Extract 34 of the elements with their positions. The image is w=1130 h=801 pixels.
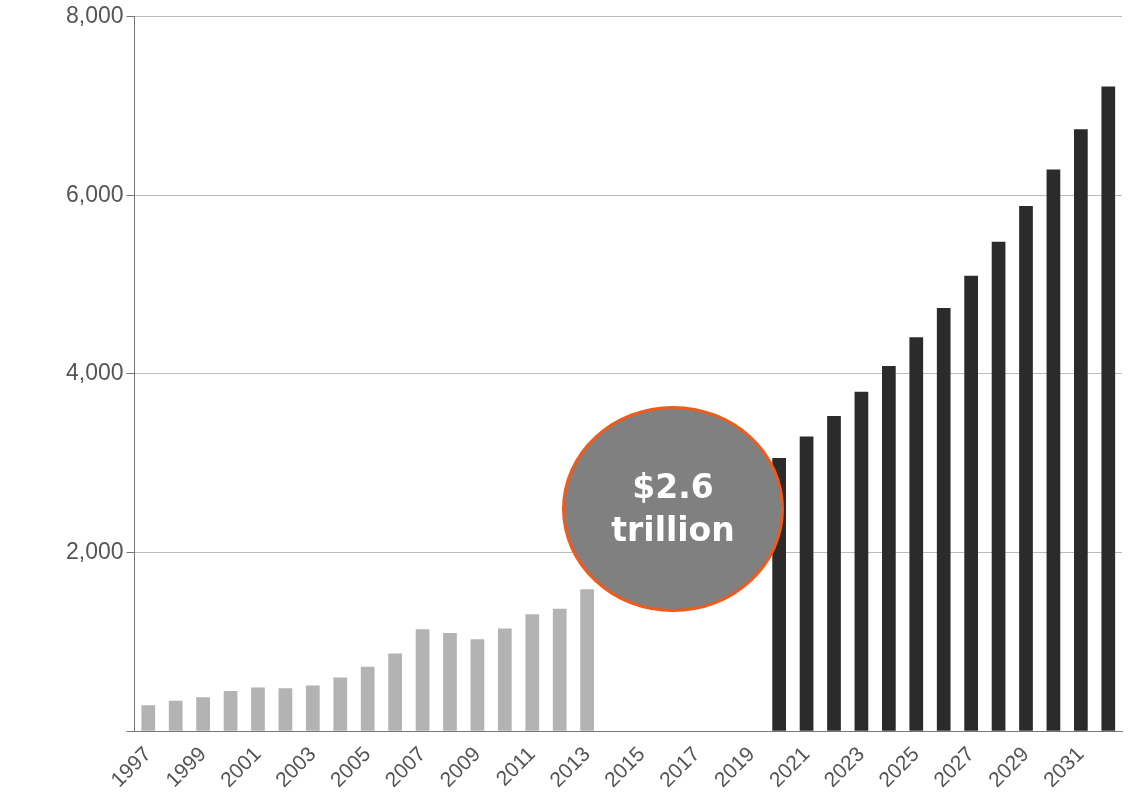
bar: [1046, 169, 1061, 731]
bar: [305, 685, 320, 731]
y-tick-label: 6,000: [65, 180, 124, 207]
circle-badge: $2.6 trillion: [562, 406, 784, 612]
bar: [470, 639, 485, 731]
bar: [525, 614, 540, 731]
bar: [141, 705, 156, 731]
bar: [415, 629, 430, 731]
bar: [1101, 86, 1116, 731]
y-tick-label: 8,000: [65, 2, 124, 29]
bar: [360, 666, 375, 731]
bar: [443, 632, 457, 731]
bar: [882, 365, 896, 731]
bar: [580, 589, 594, 731]
bar: [854, 391, 869, 731]
bar: [278, 688, 293, 731]
bar: [168, 700, 183, 731]
bar: [964, 275, 978, 731]
bar: [497, 628, 512, 731]
bar: [388, 653, 402, 731]
bar: [799, 436, 814, 731]
bar: [909, 337, 924, 731]
bar: [827, 415, 841, 731]
y-tick-label: 2,000: [65, 537, 124, 564]
bar: [552, 608, 567, 731]
bar: [1019, 206, 1033, 731]
bar: [223, 690, 238, 731]
bar: [196, 697, 210, 731]
bar: [251, 687, 265, 731]
bar: [1074, 129, 1088, 731]
bar: [991, 241, 1006, 731]
y-tick-label: 4,000: [65, 359, 124, 386]
bar: [333, 677, 348, 731]
bar: [936, 307, 951, 731]
